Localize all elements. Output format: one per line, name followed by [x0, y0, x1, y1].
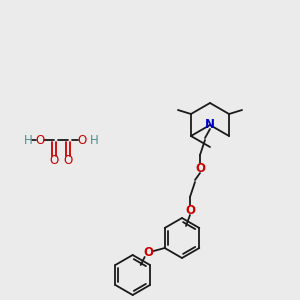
Text: N: N: [205, 118, 215, 131]
Text: O: O: [35, 134, 45, 146]
Text: H: H: [90, 134, 98, 146]
Text: H: H: [24, 134, 32, 146]
Text: O: O: [50, 154, 58, 166]
Text: O: O: [185, 203, 195, 217]
Text: O: O: [144, 247, 154, 260]
Text: O: O: [195, 161, 205, 175]
Text: O: O: [63, 154, 73, 166]
Text: O: O: [77, 134, 87, 146]
